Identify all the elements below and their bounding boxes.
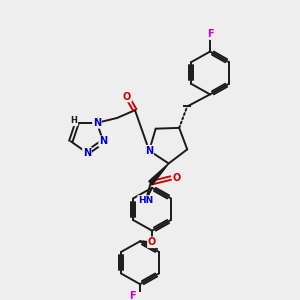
Text: H: H — [70, 116, 77, 125]
Text: N: N — [93, 118, 101, 128]
Text: O: O — [123, 92, 131, 102]
Text: N: N — [99, 136, 107, 146]
Text: O: O — [172, 173, 181, 183]
Text: HN: HN — [138, 196, 153, 205]
Text: N: N — [145, 146, 153, 156]
Text: F: F — [129, 291, 135, 300]
Text: F: F — [207, 29, 213, 39]
Text: N: N — [83, 148, 91, 158]
Text: O: O — [148, 237, 156, 247]
Polygon shape — [149, 164, 169, 184]
